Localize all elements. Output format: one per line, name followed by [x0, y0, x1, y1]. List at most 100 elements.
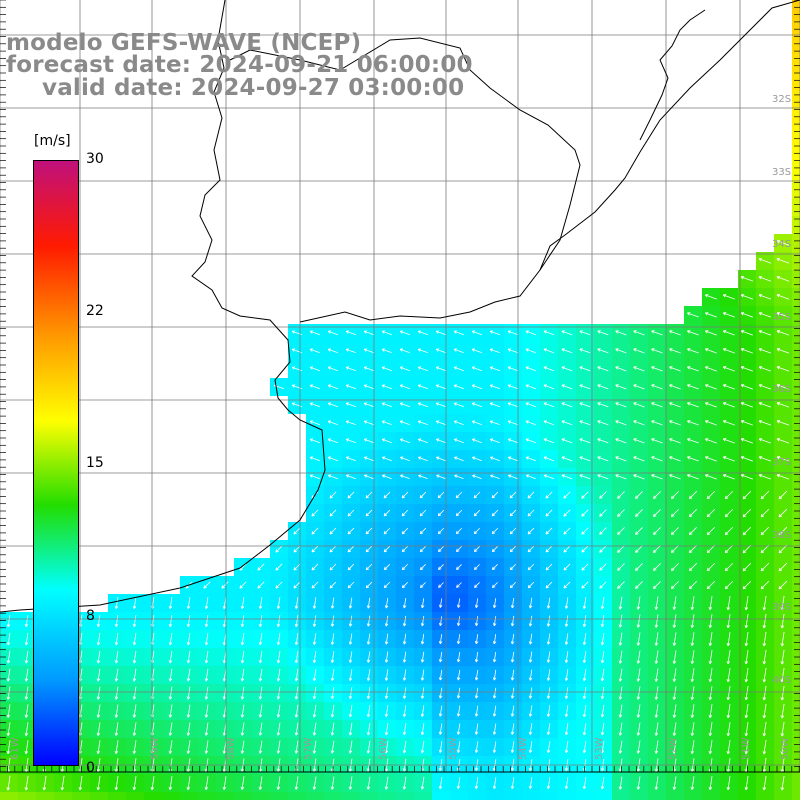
- wind-arrow: [489, 348, 501, 354]
- wind-arrow: [6, 740, 11, 755]
- wind-speed-cell: [270, 792, 288, 800]
- wind-arrow: [489, 402, 501, 408]
- wind-arrow: [347, 527, 355, 535]
- wind-arrow: [491, 582, 498, 589]
- wind-speed-cell: [792, 666, 800, 684]
- wind-arrow: [617, 509, 625, 517]
- wind-arrow: [453, 330, 465, 336]
- wind-arrow: [489, 438, 500, 444]
- wind-arrow: [708, 704, 713, 719]
- wind-arrow: [543, 330, 555, 336]
- wind-arrow: [581, 527, 589, 535]
- wind-arrow: [471, 366, 483, 372]
- wind-arrow: [312, 686, 317, 700]
- wind-arrow: [651, 402, 663, 408]
- wind-arrow: [708, 596, 713, 611]
- wind-arrow: [690, 740, 695, 754]
- wind-arrow: [420, 615, 425, 627]
- wind-arrow: [778, 580, 788, 590]
- wind-arrow: [742, 544, 752, 554]
- wind-arrow: [276, 597, 281, 609]
- wind-arrow: [240, 686, 245, 700]
- wind-arrow: [633, 474, 645, 480]
- wind-arrow: [564, 705, 569, 718]
- wind-arrow: [168, 722, 173, 736]
- wind-arrow: [762, 703, 767, 719]
- wind-speed-cell: [792, 216, 800, 234]
- wind-speed-cell: [648, 792, 666, 800]
- wind-arrow: [348, 633, 353, 645]
- wind-arrow: [582, 704, 587, 718]
- wind-arrow: [474, 741, 479, 753]
- wind-arrow: [456, 687, 461, 699]
- wind-arrow: [527, 509, 535, 517]
- wind-arrow: [507, 456, 518, 462]
- wind-arrow: [366, 633, 371, 645]
- wind-arrow: [617, 545, 625, 553]
- wind-arrow: [651, 456, 663, 462]
- wind-arrow: [384, 740, 389, 754]
- wind-arrow: [705, 456, 717, 462]
- wind-arrow: [474, 598, 479, 608]
- wind-speed-cell: [792, 54, 800, 72]
- wind-arrow: [383, 527, 391, 535]
- wind-arrow: [507, 348, 519, 354]
- wind-arrow: [528, 615, 533, 627]
- wind-arrow: [726, 722, 731, 737]
- wind-arrow: [132, 632, 137, 646]
- wind-arrow: [654, 668, 659, 682]
- wind-arrow: [618, 704, 623, 718]
- wind-arrow: [778, 526, 788, 536]
- wind-arrow: [399, 438, 410, 444]
- wind-arrow: [186, 704, 191, 718]
- wind-arrow: [740, 420, 753, 426]
- wind-speed-cell: [792, 306, 800, 324]
- wind-arrow: [744, 650, 749, 665]
- wind-arrow: [294, 633, 299, 646]
- wind-arrow: [762, 613, 767, 629]
- wind-arrow: [600, 740, 605, 754]
- wind-arrow: [706, 508, 716, 518]
- wind-arrow: [776, 239, 790, 246]
- wind-arrow: [6, 632, 11, 646]
- wind-arrow: [525, 330, 537, 336]
- wind-arrow: [618, 650, 623, 664]
- wind-arrow: [474, 777, 479, 790]
- wind-arrow: [597, 456, 609, 462]
- wind-arrow: [24, 650, 29, 664]
- wind-speed-cell: [0, 792, 18, 800]
- wind-arrow: [489, 384, 501, 390]
- wind-arrow: [293, 581, 301, 589]
- wind-arrow: [528, 687, 533, 699]
- wind-arrow: [510, 669, 515, 681]
- wind-arrow: [186, 722, 191, 736]
- wind-arrow: [276, 776, 281, 790]
- wind-arrow: [510, 723, 515, 735]
- wind-arrow: [60, 775, 65, 791]
- wind-arrow: [527, 491, 535, 499]
- wind-arrow: [258, 668, 263, 682]
- wind-arrow: [690, 650, 695, 664]
- wind-speed-cell: [792, 774, 800, 792]
- wind-arrow: [419, 491, 427, 499]
- wind-arrow: [456, 582, 462, 588]
- wind-speed-cell: [666, 792, 684, 800]
- wind-arrow: [758, 456, 772, 462]
- wind-arrow: [453, 348, 465, 354]
- wind-arrow: [760, 526, 770, 536]
- wind-arrow: [615, 366, 627, 372]
- wind-arrow: [363, 366, 375, 372]
- wind-arrow: [579, 456, 591, 462]
- wind-arrow: [776, 473, 790, 480]
- wind-arrow: [492, 634, 497, 645]
- wind-arrow: [222, 776, 227, 790]
- wind-arrow: [780, 613, 785, 629]
- wind-arrow: [401, 582, 408, 589]
- wind-arrow: [669, 330, 681, 336]
- wind-arrow: [724, 526, 734, 536]
- wind-arrow: [615, 348, 627, 354]
- wind-arrow: [528, 597, 533, 609]
- wind-arrow: [563, 563, 571, 571]
- wind-arrow: [186, 615, 191, 628]
